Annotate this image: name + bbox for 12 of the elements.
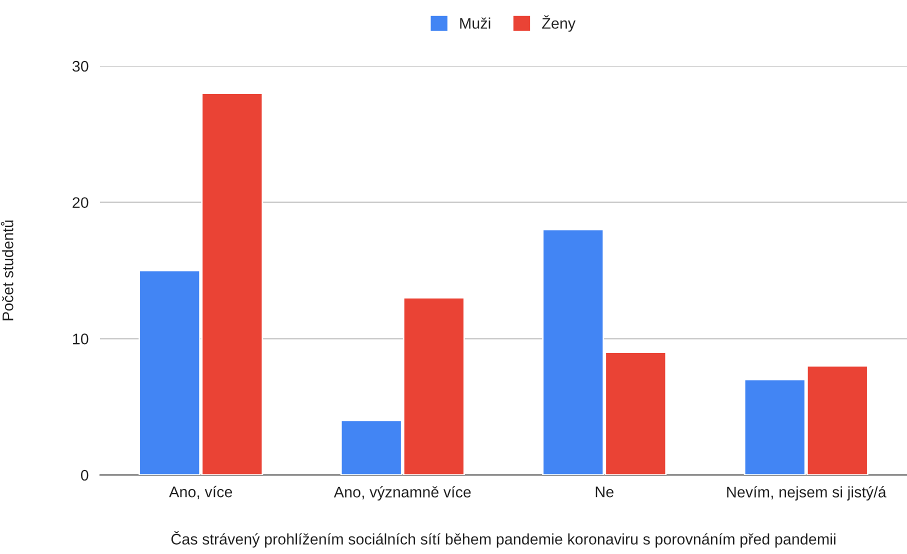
legend-label: Ženy [542, 15, 576, 32]
legend-label: Muži [460, 18, 490, 29]
y-tick-label: 10 [73, 334, 88, 344]
x-tick-label: Nevím, nejsem si jistý/á [727, 486, 886, 501]
y-axis-title: Počet studentů [0, 220, 14, 320]
y-tick-label: 30 [72, 60, 88, 72]
x-axis-title: Čas strávený prohlížením sociálních sítí během pandemie koronaviru s porovnáním před pandemii [171, 531, 836, 548]
x-tick-label: Ano, více [169, 486, 232, 500]
y-tick-label: 0 [80, 470, 88, 481]
x-tick-label: Ne [596, 486, 614, 498]
y-tick-label: 20 [72, 197, 88, 208]
x-tick-label: Ano, významně více [334, 486, 471, 501]
